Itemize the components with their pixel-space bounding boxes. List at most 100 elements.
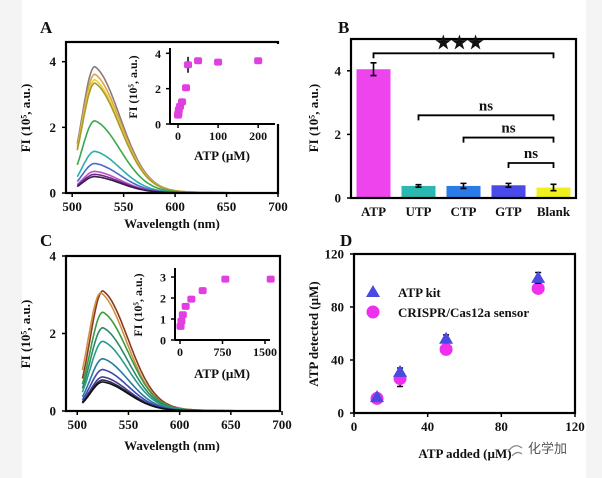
panel-c-x-tick-label: 550	[119, 417, 139, 432]
panel-d-y-tick-label: 40	[331, 353, 344, 368]
panel-a-x-tick-label: 500	[62, 199, 82, 214]
significance-bracket	[372, 52, 555, 59]
inset-data-point	[254, 57, 263, 65]
inset-y-tick-label: 2	[155, 82, 161, 96]
legend-marker	[366, 285, 380, 297]
bar-utp	[401, 185, 436, 198]
panel-a-x-axis-label: Wavelength (nm)	[124, 216, 220, 231]
panel-a-y-tick-label: 4	[50, 54, 57, 69]
legend: ATP kit CRISPR/Cas12a sensor	[366, 285, 529, 320]
bars	[356, 62, 571, 199]
error-bar	[550, 183, 557, 192]
significance-ns: ns	[524, 146, 538, 162]
inset-axes: 0 2 4 0 100 200	[155, 47, 275, 143]
inset-chart: FI (10⁵, a.u.) ATP (µM)	[131, 264, 276, 381]
inset-x-tick-label: 200	[249, 129, 267, 143]
inset-y-tick-label: 4	[155, 47, 161, 61]
watermark-text: 化学加	[528, 441, 567, 457]
circle-marker	[531, 281, 545, 295]
panel-d-y-axis-label: ATP detected (µM)	[306, 281, 321, 386]
panel-d-x-tick-label: 40	[421, 419, 434, 434]
panel-a-y-axis-label: FI (10⁵, a.u.)	[18, 84, 33, 153]
panel-c-axes: 0 2 4 500 550 600 650 700	[50, 249, 292, 433]
x-category-label: GTP	[495, 204, 522, 219]
inset-data-point	[266, 275, 275, 283]
inset-x-tick-label: 0	[177, 345, 183, 359]
inset-y-tick-label: 0	[155, 118, 161, 132]
bar-ctp	[446, 185, 481, 198]
panel-c-x-axis-label: Wavelength (nm)	[124, 438, 220, 453]
inset-data-point	[178, 311, 187, 319]
panel-d-y-tick-label: 0	[338, 406, 345, 421]
inset-data-point	[194, 57, 203, 65]
panel-c-y-tick-label: 4	[50, 249, 57, 264]
panel-b-y-tick-label: 0	[335, 191, 342, 206]
panel-c-x-tick-label: 600	[170, 417, 190, 432]
inset-x-tick-label: 0	[175, 129, 181, 143]
error-bar	[505, 182, 512, 188]
panel-a-letter: A	[40, 18, 53, 37]
inset-x-tick-label: 750	[214, 345, 232, 359]
inset-y-axis-label: FI (10⁵, a.u.)	[131, 273, 145, 336]
scatter-points	[370, 270, 546, 405]
legend-label: CRISPR/Cas12a sensor	[398, 305, 529, 320]
legend-label: ATP kit	[398, 285, 441, 300]
x-category-label: CTP	[451, 204, 477, 219]
inset-data-point	[221, 275, 230, 283]
panel-d-x-axis-label: ATP added (µM)	[418, 446, 511, 461]
panel-d-x-tick-label: 0	[351, 419, 358, 434]
triangle-marker	[531, 270, 546, 283]
panel-a-x-tick-label: 600	[165, 199, 185, 214]
inset-x-axis-label: ATP (µM)	[194, 148, 250, 163]
panel-c-x-tick-label: 500	[68, 417, 88, 432]
x-category-label: Blank	[537, 204, 571, 219]
panel-d-x-tick-label: 120	[565, 419, 585, 434]
panel-c-x-tick-label: 700	[272, 417, 292, 432]
bar-gtp	[491, 185, 526, 198]
inset-x-axis-label: ATP (µM)	[194, 366, 250, 381]
inset-data-point	[178, 98, 187, 106]
triangle-marker	[439, 331, 454, 344]
panel-b-axes: 0 2 4	[335, 37, 578, 206]
panel-c-letter: C	[40, 231, 52, 250]
panel-d-plot-frame	[352, 252, 577, 415]
legend-marker	[366, 305, 380, 319]
panel-d-x-tick-label: 80	[495, 419, 508, 434]
left-margin	[0, 0, 22, 478]
significance-ns: ns	[479, 98, 493, 114]
inset-background	[170, 44, 281, 124]
circle-marker	[439, 342, 453, 356]
panel-d-y-tick-label: 120	[325, 247, 345, 262]
panel-c-y-tick-label: 2	[50, 326, 57, 341]
watermark-logo-icon	[507, 445, 523, 457]
panel-d-y-tick-label: 80	[331, 300, 344, 315]
panel-c-x-tick-label: 650	[221, 417, 241, 432]
panel-b-y-axis-label: FI (10⁵, a.u.)	[306, 84, 321, 153]
panel-b-y-tick-label: 2	[335, 127, 342, 142]
inset-data-point	[214, 58, 223, 66]
significance-bracket	[507, 162, 555, 169]
inset-y-tick-label: 0	[160, 334, 166, 348]
panel-d-letter: D	[340, 231, 352, 250]
panel-b-letter: B	[338, 18, 349, 37]
inset-y-axis-label: FI (10⁵, a.u.)	[126, 55, 140, 118]
inset-chart: FI (10⁵, a.u.) ATP (µM)	[126, 44, 281, 163]
significance-stars: ★★★	[435, 32, 484, 52]
spectrum-line-10	[81, 381, 272, 412]
triangle-marker	[370, 390, 385, 403]
panel-a-y-tick-label: 2	[50, 120, 57, 135]
inset-y-tick-label: 1	[160, 313, 166, 327]
inset-data-point	[182, 84, 191, 92]
significance-ns: ns	[501, 121, 515, 137]
inset-data-point	[187, 295, 196, 303]
inset-y-tick-label: 2	[160, 292, 166, 306]
panel-b-y-tick-label: 4	[335, 63, 342, 78]
panel-d-axes: 0 40 80 120 0 40 80 120	[325, 247, 585, 435]
bar-blank	[536, 187, 571, 198]
x-category-label: ATP	[361, 204, 386, 219]
panel-c-y-tick-label: 0	[50, 404, 57, 419]
inset-x-tick-label: 1500	[253, 345, 277, 359]
panel-b-plot-frame	[349, 37, 578, 200]
panel-a-y-tick-label: 0	[50, 186, 57, 201]
